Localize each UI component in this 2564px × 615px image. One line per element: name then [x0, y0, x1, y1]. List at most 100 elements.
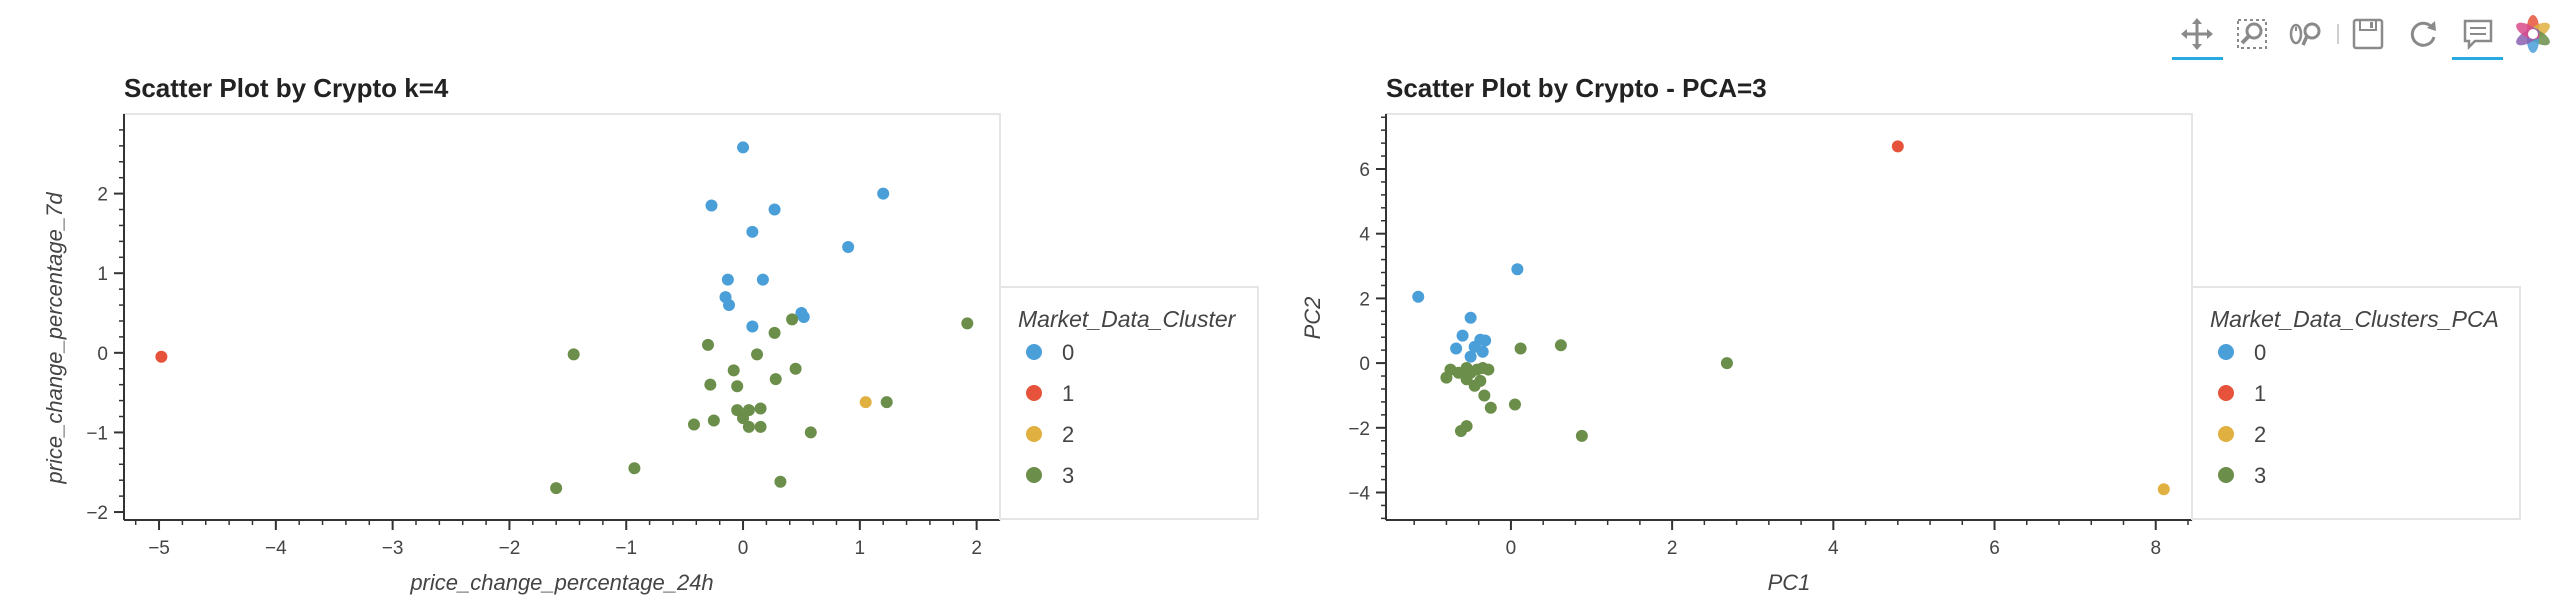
chart-title: Scatter Plot by Crypto - PCA=3: [1386, 73, 1767, 103]
wheel-zoom-tool-icon: [2289, 22, 2321, 46]
scatter-point-cluster-0[interactable]: [1476, 345, 1489, 358]
chart-cluster-pca: Scatter Plot by Crypto - PCA=3 −4−20246 …: [1300, 73, 2521, 595]
bokeh-logo-icon: [2515, 15, 2550, 53]
scatter-point-cluster-0[interactable]: [877, 187, 890, 200]
scatter-point-cluster-3[interactable]: [751, 348, 764, 361]
legend-swatch: [2218, 426, 2234, 442]
scatter-point-cluster-1[interactable]: [1891, 140, 1904, 153]
scatter-point-cluster-0[interactable]: [1464, 350, 1477, 363]
scatter-point-cluster-3[interactable]: [707, 414, 720, 427]
y-axis-label: PC2: [1300, 297, 1325, 340]
scatter-point-cluster-3[interactable]: [687, 418, 700, 431]
hover-tool-button[interactable]: [2450, 12, 2505, 60]
scatter-point-cluster-0[interactable]: [737, 141, 750, 154]
chart-title: Scatter Plot by Crypto k=4: [124, 73, 449, 103]
y-axis: −4 −2 0 2 4 6: [1348, 114, 1387, 520]
x-tick-label: −3: [382, 538, 404, 559]
scatter-point-cluster-3[interactable]: [567, 348, 580, 361]
scatter-point-cluster-3[interactable]: [550, 482, 563, 495]
save-tool-icon: [2352, 18, 2384, 50]
bokeh-logo-button[interactable]: [2505, 12, 2560, 56]
scatter-point-cluster-0[interactable]: [746, 320, 759, 333]
scatter-point-cluster-0[interactable]: [705, 199, 718, 212]
scatter-point-cluster-0[interactable]: [842, 240, 855, 253]
scatter-point-cluster-3[interactable]: [961, 317, 974, 330]
scatter-point-cluster-3[interactable]: [880, 396, 893, 409]
scatter-point-cluster-3[interactable]: [1514, 342, 1527, 355]
legend-items: 0 1 2 3: [2218, 340, 2266, 488]
scatter-point-cluster-3[interactable]: [754, 420, 767, 433]
scatter-point-cluster-2[interactable]: [859, 396, 872, 409]
wheel-zoom-tool-button[interactable]: [2280, 12, 2335, 56]
pan-tool-button[interactable]: [2170, 12, 2225, 60]
scatter-point-cluster-3[interactable]: [737, 412, 750, 425]
scatter-point-cluster-3[interactable]: [786, 313, 799, 326]
legend-label: 0: [1062, 340, 1074, 365]
box-zoom-tool-icon: [2237, 19, 2268, 49]
scatter-point-cluster-3[interactable]: [1460, 373, 1473, 386]
toolbar-separator: [2336, 24, 2339, 44]
scatter-point-cluster-0[interactable]: [797, 311, 810, 323]
x-axis-label: PC1: [1768, 570, 1811, 595]
scatter-point-cluster-3[interactable]: [1440, 371, 1453, 384]
pan-tool-icon: [2181, 18, 2214, 50]
scatter-point-cluster-1[interactable]: [155, 350, 168, 363]
plot-frame: [1385, 113, 2193, 521]
scatter-point-cluster-3[interactable]: [1482, 363, 1495, 376]
scatter-point-cluster-0[interactable]: [1412, 290, 1425, 303]
scatter-points[interactable]: [155, 141, 974, 495]
scatter-point-cluster-3[interactable]: [769, 373, 782, 386]
scatter-point-cluster-3[interactable]: [768, 326, 781, 339]
legend-label: 3: [2254, 463, 2266, 488]
scatter-point-cluster-3[interactable]: [1484, 401, 1497, 414]
scatter-point-cluster-3[interactable]: [1454, 425, 1467, 438]
scatter-point-cluster-3[interactable]: [1575, 429, 1588, 442]
scatter-point-cluster-3[interactable]: [1508, 398, 1521, 411]
y-axis: −2 −1 0 1 2: [86, 114, 125, 524]
scatter-point-cluster-0[interactable]: [756, 273, 769, 286]
scatter-point-cluster-0[interactable]: [723, 299, 736, 312]
scatter-point-cluster-3[interactable]: [1554, 339, 1567, 352]
scatter-point-cluster-0[interactable]: [1450, 342, 1463, 355]
scatter-point-cluster-0[interactable]: [1456, 329, 1469, 342]
scatter-point-cluster-0[interactable]: [746, 225, 759, 238]
scatter-point-cluster-3[interactable]: [628, 462, 641, 475]
scatter-point-cluster-3[interactable]: [1474, 374, 1487, 387]
scatter-point-cluster-3[interactable]: [1478, 389, 1491, 402]
scatter-point-cluster-3[interactable]: [704, 378, 717, 391]
scatter-point-cluster-3[interactable]: [774, 475, 787, 488]
x-tick-label: −2: [499, 538, 521, 559]
scatter-point-cluster-3[interactable]: [1720, 357, 1733, 370]
box-zoom-tool-button[interactable]: [2225, 12, 2280, 56]
x-tick-label: −1: [615, 538, 637, 559]
legend-swatch: [2218, 467, 2234, 483]
scatter-point-cluster-3[interactable]: [804, 426, 817, 439]
scatter-point-cluster-3[interactable]: [742, 420, 755, 433]
scatter-point-cluster-0[interactable]: [721, 273, 734, 286]
hover-tool-icon: [2463, 19, 2492, 51]
scatter-point-cluster-3[interactable]: [727, 364, 740, 377]
scatter-point-cluster-3[interactable]: [702, 338, 714, 351]
legend-swatch: [1026, 426, 1042, 442]
scatter-point-cluster-0[interactable]: [1464, 311, 1477, 324]
legend-label: 3: [1062, 463, 1074, 488]
legend-box: [999, 286, 1259, 520]
y-axis-label: price_change_percentage_7d: [42, 192, 67, 485]
scatter-points[interactable]: [1412, 140, 2170, 496]
scatter-point-cluster-3[interactable]: [754, 402, 767, 415]
y-tick-label: 2: [1359, 289, 1370, 310]
scatter-point-cluster-3[interactable]: [731, 380, 744, 393]
scatter-point-cluster-2[interactable]: [2157, 483, 2170, 496]
legend-label: 0: [2254, 340, 2266, 365]
legend-swatch: [1026, 385, 1042, 401]
x-tick-label: 6: [1989, 538, 2000, 559]
save-tool-button[interactable]: [2341, 12, 2396, 56]
reset-tool-button[interactable]: [2395, 12, 2450, 56]
y-tick-label: 4: [1359, 225, 1370, 246]
scatter-point-cluster-0[interactable]: [1479, 334, 1492, 347]
scatter-point-cluster-0[interactable]: [1511, 263, 1524, 276]
scatter-point-cluster-0[interactable]: [768, 203, 781, 216]
legend-swatch: [2218, 385, 2234, 401]
scatter-point-cluster-3[interactable]: [789, 362, 802, 375]
